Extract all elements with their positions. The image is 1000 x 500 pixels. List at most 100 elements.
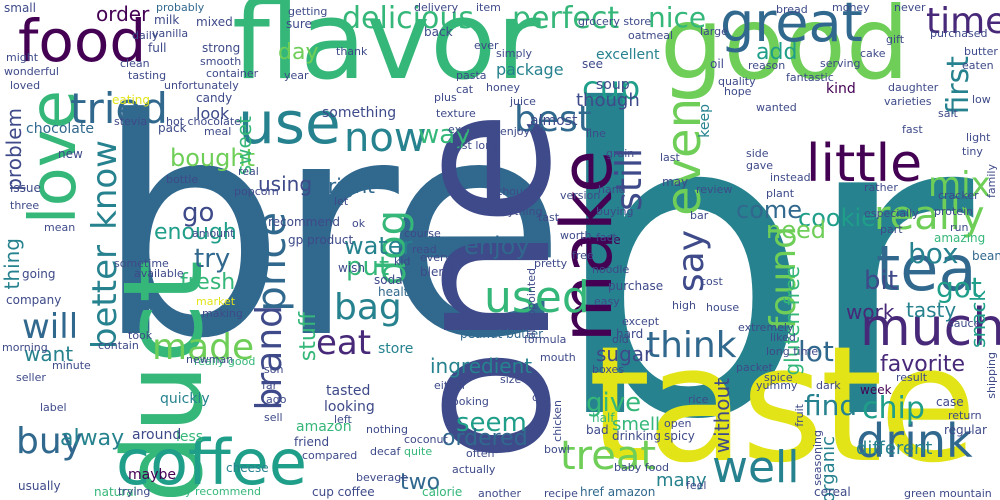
word-try: try [194, 244, 231, 274]
word-purchase: purchase [608, 279, 664, 293]
word-took: took [128, 329, 153, 342]
word-spice: spice [764, 371, 793, 384]
word-chip: chip [862, 391, 925, 426]
word-week: week [860, 383, 892, 397]
word-tast: tast [538, 211, 560, 224]
word-last: last [660, 151, 680, 164]
word-contain: contain [98, 339, 139, 352]
word-right: right [328, 174, 375, 198]
word-ever: ever [474, 39, 499, 52]
word-stevia: stevia [114, 115, 148, 128]
word-purchased: purchased [930, 27, 988, 40]
word-trying: trying [118, 485, 151, 498]
word-got: got [936, 271, 982, 304]
word-far: far [262, 379, 278, 392]
word-tiny: tiny [962, 145, 983, 158]
word-compared: compared [302, 449, 358, 462]
word-popcorn: popcorn [234, 185, 279, 198]
word-salt: salt [938, 107, 958, 120]
word-wanted: wanted [756, 101, 797, 114]
word-eating: eating [112, 93, 150, 107]
word-either: either [434, 379, 467, 392]
word-stuff: stuff [296, 312, 321, 362]
word-daughter: daughter [888, 81, 939, 94]
word-cup: cup [582, 69, 641, 107]
word-strong: strong [202, 41, 241, 55]
word-formula: formula [524, 333, 567, 346]
word-cheese: cheese [226, 461, 269, 475]
word-rice: rice [688, 393, 709, 406]
word-drinking: drinking [612, 429, 661, 443]
word-course: course [404, 227, 441, 240]
word-expected: expected [448, 123, 499, 136]
word-line: line [586, 127, 606, 140]
word-food: food [18, 7, 147, 75]
word-rather: rather [864, 181, 898, 194]
word-sure: sure [286, 17, 312, 31]
word-treat: treat [560, 433, 657, 479]
word-nice: nice [648, 1, 707, 34]
word-taste: taste [588, 311, 977, 498]
word-though: though [576, 90, 640, 111]
word-soda: soda [374, 273, 403, 287]
word-left: left [334, 413, 352, 426]
word-newman: newman [186, 353, 234, 366]
word-using: using [258, 172, 313, 196]
word-two: two [400, 470, 441, 495]
word-sometime: sometime [114, 257, 169, 270]
word-chicken: chicken [551, 400, 564, 442]
word-getting: getting [288, 5, 328, 18]
word-clean: clean [120, 57, 150, 70]
word-old: old [612, 333, 629, 346]
word-fact: fact [596, 231, 617, 244]
word-might: might [6, 51, 39, 64]
word-disappointed: disappointed [525, 268, 538, 340]
word-ingredient: ingredient [430, 354, 533, 378]
word-extremely: extremely [738, 321, 794, 334]
word-bowl: bowl [544, 443, 570, 456]
word-amazon: amazon [296, 419, 352, 435]
word-tasted: tasted [326, 383, 371, 399]
word-now: now [344, 115, 427, 161]
word-ok: ok [352, 217, 366, 230]
word-plant: plant [766, 187, 795, 200]
word-bad: bad [586, 423, 609, 437]
word-yummy: yummy [756, 379, 798, 392]
word-hope: hope [724, 85, 752, 98]
word-recipe: recipe [544, 487, 578, 500]
word-ago: ago [266, 393, 287, 406]
word-sauce: sauce [948, 317, 981, 330]
word-container: container [206, 67, 259, 80]
word-br-large: br [548, 23, 973, 500]
word-honey: honey [486, 81, 520, 94]
word-mean: mean [44, 221, 76, 234]
word-maybe: maybe [128, 467, 177, 483]
word-item: item [476, 1, 501, 14]
word-delivery: delivery [414, 1, 459, 14]
word-reason: reason [748, 59, 786, 72]
word-friend: friend [294, 435, 330, 449]
word-part: part [880, 223, 903, 236]
word-cake: cake [860, 47, 886, 60]
word-fast: fast [902, 123, 923, 136]
word-low: low [972, 93, 991, 106]
word-last-long: last long [452, 139, 500, 152]
word-quality: quality [718, 75, 756, 88]
word-amazing: amazing [934, 231, 986, 245]
word-minute: minute [52, 359, 91, 372]
word-eaten: eaten [962, 59, 994, 72]
word-keep: keep [697, 104, 713, 138]
word-fruit: fruit [793, 404, 806, 427]
word-really: really [874, 193, 985, 239]
word-seem: seem [456, 408, 527, 438]
word-morning: morning [2, 341, 48, 354]
word-excellent: excellent [596, 47, 660, 63]
word-bean: bean [972, 249, 1000, 263]
word-pretty: pretty [534, 257, 568, 270]
word-see: see [582, 57, 604, 71]
word-made: made [152, 327, 255, 368]
word-shipping: shipping [985, 352, 998, 399]
word-except: except [622, 315, 660, 328]
word-available: available [134, 267, 184, 280]
word-hot-chocolate: hot chocolate [166, 115, 241, 128]
